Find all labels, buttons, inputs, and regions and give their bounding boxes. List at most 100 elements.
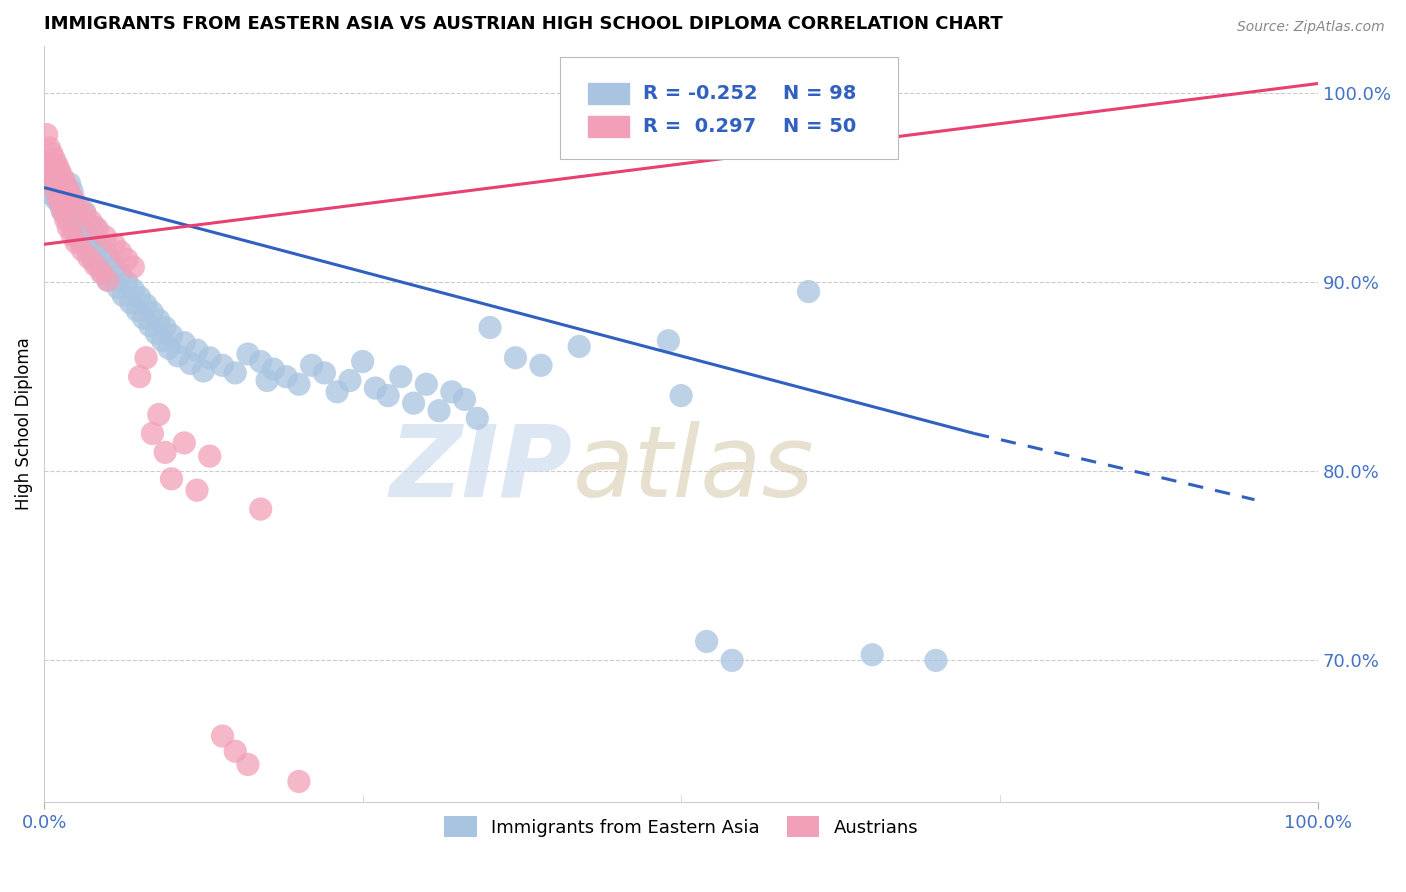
Point [198,351,221,365]
Point [288,774,311,789]
Point [249,354,271,368]
Point [110,244,132,259]
Point [41,146,63,161]
Text: Source: ZipAtlas.com: Source: ZipAtlas.com [1237,20,1385,34]
Point [236,347,259,361]
Point [89,237,111,252]
Point [73,205,96,219]
Point [42,169,65,184]
Point [152,334,174,348]
Point [465,411,488,425]
Point [103,260,125,274]
Point [479,320,502,334]
Legend: Immigrants from Eastern Asia, Austrians: Immigrants from Eastern Asia, Austrians [434,807,928,847]
Point [72,224,94,238]
Point [39,167,62,181]
Point [160,328,183,343]
Point [58,220,80,235]
Point [42,175,65,189]
Point [63,199,86,213]
Point [39,186,62,201]
Point [157,341,180,355]
Point [107,281,129,295]
Point [46,171,69,186]
Point [67,199,90,213]
Point [925,653,948,667]
Point [48,195,70,210]
Point [52,205,75,219]
Point [46,190,69,204]
Point [94,229,117,244]
Point [91,266,114,280]
Point [53,175,76,189]
Point [58,186,80,201]
Point [65,235,87,250]
Point [97,273,120,287]
Point [797,285,820,299]
Point [148,408,170,422]
Y-axis label: High School Diploma: High School Diploma [15,337,32,510]
Point [440,384,463,399]
Point [314,366,336,380]
Point [415,377,437,392]
Point [60,227,83,242]
Point [45,182,67,196]
Point [657,334,679,348]
Point [530,359,553,373]
Point [49,182,72,196]
Point [568,339,591,353]
Point [86,258,108,272]
Point [128,290,150,304]
Point [44,180,66,194]
Point [49,197,72,211]
Point [160,472,183,486]
Point [427,403,450,417]
Point [60,184,83,198]
Point [186,343,208,358]
Point [97,273,120,287]
Point [193,364,215,378]
Point [153,445,176,459]
Point [52,190,75,204]
Point [66,226,89,240]
Text: R =  0.297: R = 0.297 [643,117,756,136]
Point [389,369,412,384]
Point [139,318,162,333]
Point [98,252,121,267]
Point [148,313,170,327]
Point [58,177,80,191]
Point [696,634,718,648]
Point [84,258,107,272]
Point [58,203,80,218]
Point [115,275,138,289]
Text: ZIP: ZIP [389,421,572,518]
Point [90,266,112,280]
FancyBboxPatch shape [586,115,630,138]
Point [153,320,176,334]
Point [59,212,82,227]
Point [301,359,323,373]
Text: N = 50: N = 50 [783,117,856,136]
Point [84,220,107,235]
Point [135,298,157,312]
Point [35,171,58,186]
Point [180,356,202,370]
Point [211,359,233,373]
Point [80,214,103,228]
Point [141,426,163,441]
Point [236,757,259,772]
Text: N = 98: N = 98 [783,84,856,103]
Point [122,283,145,297]
Point [69,234,91,248]
Point [224,744,246,758]
Point [51,203,73,218]
Point [211,729,233,743]
Point [173,436,195,450]
Point [127,303,149,318]
Point [86,222,108,236]
Point [262,362,284,376]
Point [77,229,100,244]
Point [402,396,425,410]
Point [112,288,135,302]
Point [44,152,66,166]
